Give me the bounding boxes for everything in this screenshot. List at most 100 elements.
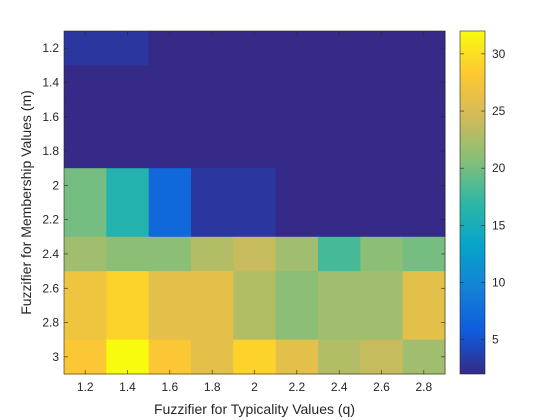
heatmap-cell xyxy=(402,339,446,375)
heatmap-cell xyxy=(148,271,192,306)
colorbar-tick-label: 20 xyxy=(492,161,506,175)
y-tick-label: 2.4 xyxy=(42,247,59,261)
heatmap-cell xyxy=(106,65,150,101)
y-tick-label: 1.4 xyxy=(42,75,59,89)
heatmap-cell xyxy=(318,305,361,341)
y-tick-label: 2.8 xyxy=(42,316,59,330)
heatmap-cell xyxy=(106,168,150,203)
heatmap-cell xyxy=(318,99,361,135)
heatmap-cell xyxy=(64,168,107,203)
colorbar-tick-label: 5 xyxy=(492,333,499,347)
heatmap-cell xyxy=(275,31,319,66)
heatmap-cell xyxy=(148,339,192,375)
heatmap-cell xyxy=(402,65,446,101)
x-tick-label: 1.2 xyxy=(77,380,94,394)
heatmap-cell xyxy=(318,271,361,306)
heatmap-cell xyxy=(64,271,107,306)
heatmap-cell xyxy=(233,202,277,238)
heatmap-cell xyxy=(275,202,319,238)
heatmap-cell xyxy=(106,339,150,375)
x-tick-label: 2 xyxy=(251,380,258,394)
heatmap-cell xyxy=(148,202,192,238)
heatmap-cell xyxy=(275,168,319,203)
heatmap-cell xyxy=(64,305,107,341)
y-axis-label: Fuzzifier for Membership Values (m) xyxy=(18,90,34,315)
heatmap-cell xyxy=(318,31,361,66)
heatmap-cell xyxy=(106,99,150,135)
heatmap-cell xyxy=(275,236,319,272)
heatmap-cell xyxy=(191,236,234,272)
heatmap-cell xyxy=(318,168,361,203)
heatmap-cell xyxy=(106,236,150,272)
heatmap-cell xyxy=(106,133,150,169)
colorbar-tick-label: 30 xyxy=(492,47,506,61)
heatmap-cell xyxy=(402,168,446,203)
heatmap-cell xyxy=(318,339,361,375)
heatmap-cell xyxy=(64,99,107,135)
x-tick-label: 2.4 xyxy=(331,380,348,394)
y-tick-label: 1.2 xyxy=(42,41,59,55)
heatmap-cell xyxy=(402,305,446,341)
heatmap-cell xyxy=(64,339,107,375)
heatmap-cell xyxy=(106,271,150,306)
x-tick-label: 1.8 xyxy=(204,380,221,394)
heatmap-cell xyxy=(318,202,361,238)
heatmap-cell xyxy=(402,202,446,238)
heatmap-cell xyxy=(148,99,192,135)
heatmap-cell xyxy=(148,133,192,169)
x-tick-label: 2.6 xyxy=(373,380,390,394)
y-tick-label: 1.8 xyxy=(42,144,59,158)
colorbar-tick-label: 25 xyxy=(492,104,506,118)
heatmap-cell xyxy=(191,133,234,169)
heatmap-cell xyxy=(191,305,234,341)
y-tick-label: 2 xyxy=(52,178,59,192)
colorbar xyxy=(459,30,486,375)
heatmap-cell xyxy=(360,168,404,203)
heatmap-cell xyxy=(402,133,446,169)
heatmap-cell xyxy=(275,271,319,306)
heatmap-cell xyxy=(360,31,404,66)
heatmap-cell xyxy=(233,31,277,66)
heatmap-cell xyxy=(233,168,277,203)
heatmap-cell xyxy=(360,202,404,238)
heatmap-cell xyxy=(148,31,192,66)
heatmap-cell xyxy=(148,305,192,341)
x-axis-label: Fuzzifier for Typicality Values (q) xyxy=(154,401,355,417)
heatmap-cell xyxy=(360,339,404,375)
y-tick-label: 2.2 xyxy=(42,213,59,227)
colorbar-ticks: 5 10 15 20 25 30 xyxy=(460,47,506,347)
heatmap-cell xyxy=(402,236,446,272)
heatmap-cell xyxy=(191,339,234,375)
heatmap-cell xyxy=(360,305,404,341)
heatmap-cell xyxy=(64,31,107,66)
x-axis-ticks: 1.2 1.4 1.6 1.8 2 2.2 2.4 2.6 2.8 xyxy=(77,31,432,394)
heatmap-cell xyxy=(275,99,319,135)
heatmap-cell xyxy=(360,236,404,272)
y-tick-label: 2.6 xyxy=(42,281,59,295)
heatmap-cell xyxy=(275,305,319,341)
heatmap-cell xyxy=(191,65,234,101)
heatmap-cell xyxy=(318,133,361,169)
x-tick-label: 1.4 xyxy=(119,380,136,394)
x-tick-label: 1.6 xyxy=(161,380,178,394)
heatmap-cell xyxy=(360,65,404,101)
colorbar-tick-label: 10 xyxy=(492,276,506,290)
heatmap-cell xyxy=(275,65,319,101)
heatmap-cell xyxy=(402,271,446,306)
heatmap-cell xyxy=(191,271,234,306)
heatmap-cell xyxy=(148,65,192,101)
heatmap-cell xyxy=(233,65,277,101)
heatmap-cell xyxy=(402,99,446,135)
x-tick-label: 2.8 xyxy=(415,380,432,394)
heatmap-cell xyxy=(64,133,107,169)
heatmap-cell xyxy=(402,31,446,66)
heatmap-cell xyxy=(233,133,277,169)
heatmap-cell xyxy=(275,133,319,169)
heatmap-cell xyxy=(233,236,277,272)
heatmap-cell xyxy=(191,168,234,203)
heatmap-cells xyxy=(64,31,446,375)
heatmap-cell xyxy=(64,202,107,238)
heatmap-cell xyxy=(233,99,277,135)
heatmap-cell xyxy=(191,31,234,66)
